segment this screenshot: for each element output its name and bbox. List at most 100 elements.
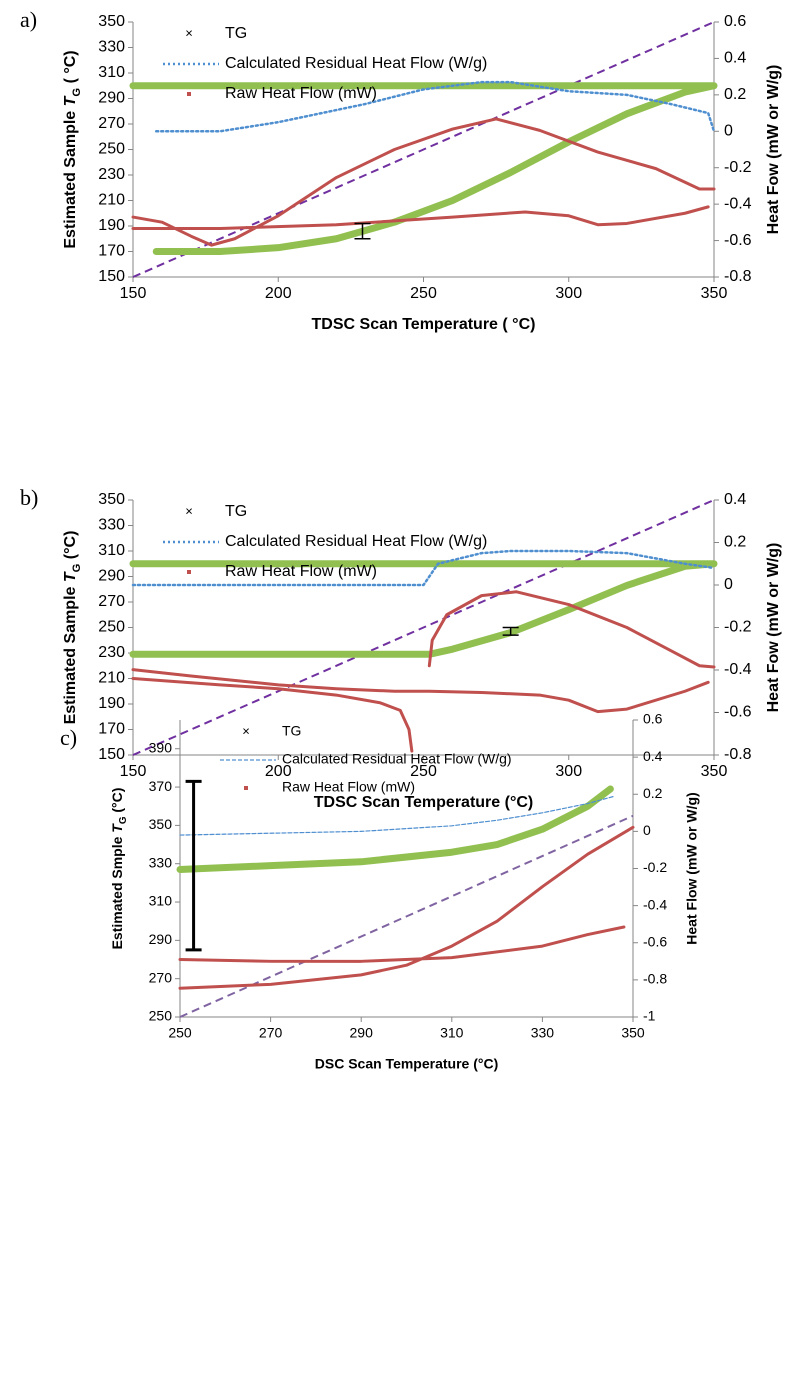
x-tick-label: 330 <box>531 1025 555 1041</box>
y-tick-label: 390 <box>149 739 173 755</box>
y-axis-label-part: G <box>118 816 129 824</box>
y2-tick-label: -0.6 <box>724 704 752 721</box>
series-line <box>131 117 716 247</box>
y2-tick-label: -0.6 <box>724 232 752 249</box>
x-tick-label: 150 <box>120 763 147 780</box>
y2-tick-label: -0.8 <box>643 971 667 987</box>
y-tick-label: 170 <box>98 721 125 738</box>
y-tick-label: 290 <box>98 568 125 585</box>
y2-tick-label: -0.2 <box>724 159 752 176</box>
series-line <box>131 549 716 587</box>
x-tick-label: 350 <box>701 763 728 780</box>
y-axis-label-part: Estimated Sample <box>62 582 79 724</box>
legend-label: Raw Heat Flow (mW) <box>225 563 377 580</box>
y2-tick-label: -0.6 <box>643 933 667 949</box>
legend-label: TG <box>282 723 301 739</box>
y-tick-label: 270 <box>98 593 125 610</box>
y2-axis-label: Heat Fow (mW or W/g) <box>765 543 782 713</box>
legend-marker <box>187 570 191 574</box>
x-tick-label: 300 <box>555 285 582 302</box>
panel-label: a) <box>20 7 37 32</box>
y-axis-label-part: ( °C) <box>62 50 79 88</box>
y-tick-label: 330 <box>98 517 125 534</box>
y-tick-label: 190 <box>98 217 125 234</box>
x-tick-label: 350 <box>621 1025 645 1041</box>
y2-tick-label: 0 <box>724 576 733 593</box>
y-tick-label: 190 <box>98 695 125 712</box>
series-line <box>179 795 616 836</box>
legend-label: TG <box>225 25 247 42</box>
error-bar <box>502 626 519 636</box>
x-tick-label: 300 <box>555 763 582 780</box>
series-line <box>129 560 718 658</box>
y-tick-label: 310 <box>98 64 125 81</box>
x-tick-label: 250 <box>410 763 437 780</box>
legend-marker: × <box>185 25 193 40</box>
y2-tick-label: -0.4 <box>724 195 752 212</box>
x-tick-label: 250 <box>410 285 437 302</box>
y2-tick-label: 0.6 <box>643 711 663 727</box>
x-tick-label: 200 <box>265 763 292 780</box>
x-tick-label: 310 <box>440 1025 464 1041</box>
x-tick-label: 200 <box>265 285 292 302</box>
panel-label: b) <box>20 485 38 510</box>
y2-tick-label: -0.4 <box>724 661 752 678</box>
panel-label: c) <box>60 725 77 750</box>
y2-axis-label: Heat Fow (mW or W/g) <box>765 65 782 235</box>
y-tick-label: 250 <box>98 619 125 636</box>
error-bar <box>354 222 371 240</box>
diagonal-line <box>179 814 634 1018</box>
y-axis-label: Estimated Sample TG ( °C) <box>62 50 83 248</box>
y-tick-label: 230 <box>98 166 125 183</box>
legend-marker <box>244 786 248 790</box>
y-axis-label-part: T <box>62 571 79 582</box>
y-axis-label-part: Estimated Sample <box>62 106 79 248</box>
x-tick-label: 290 <box>350 1025 374 1041</box>
y2-tick-label: -1 <box>643 1008 656 1024</box>
x-tick-label: 270 <box>259 1025 283 1041</box>
legend-marker: × <box>242 723 250 738</box>
y2-axis-label: Heat Flow (mW or W/g) <box>684 792 700 944</box>
y-tick-label: 250 <box>149 1008 173 1024</box>
y-tick-label: 310 <box>149 893 173 909</box>
y2-tick-label: 0.2 <box>724 86 746 103</box>
y-axis-label-part: G <box>71 563 83 572</box>
y-tick-label: 150 <box>98 746 125 763</box>
y-tick-label: 230 <box>98 644 125 661</box>
y-tick-label: 350 <box>98 13 125 30</box>
y-axis-label-part: Estimated Smple <box>109 833 125 950</box>
y-tick-label: 310 <box>98 542 125 559</box>
y-axis-label: Estimated Sample TG (°C) <box>62 531 83 725</box>
y-axis-label-part: G <box>71 88 83 97</box>
y2-tick-label: 0 <box>724 123 733 140</box>
legend-marker <box>187 92 191 96</box>
x-tick-label: 150 <box>120 285 147 302</box>
y-axis-label-part: T <box>62 95 79 106</box>
y2-tick-label: -0.8 <box>724 268 752 285</box>
y2-tick-label: -0.2 <box>643 859 667 875</box>
y-tick-label: 350 <box>149 816 173 832</box>
legend-label: Calculated Residual Heat Flow (W/g) <box>225 533 487 550</box>
y-tick-label: 330 <box>98 39 125 56</box>
diagonal-line <box>132 21 715 278</box>
y2-tick-label: 0.2 <box>643 785 663 801</box>
x-tick-label: 250 <box>168 1025 192 1041</box>
y-tick-label: 370 <box>149 778 173 794</box>
y-tick-label: 270 <box>98 115 125 132</box>
diagonal-line <box>132 499 715 756</box>
y2-tick-label: 0.2 <box>724 534 746 551</box>
legend-marker: × <box>185 503 193 518</box>
series-line <box>178 825 635 990</box>
y-tick-label: 170 <box>98 243 125 260</box>
series-line <box>154 80 716 133</box>
y-axis-label-part: T <box>109 823 125 833</box>
x-axis-label: DSC Scan Temperature (°C) <box>315 1056 499 1072</box>
legend-label: Calculated Residual Heat Flow (W/g) <box>282 751 512 767</box>
y-tick-label: 250 <box>98 141 125 158</box>
y-tick-label: 210 <box>98 670 125 687</box>
legend-label: Raw Heat Flow (mW) <box>225 85 377 102</box>
y-tick-label: 210 <box>98 192 125 209</box>
y-tick-label: 270 <box>149 969 173 985</box>
error-bar <box>185 779 202 952</box>
